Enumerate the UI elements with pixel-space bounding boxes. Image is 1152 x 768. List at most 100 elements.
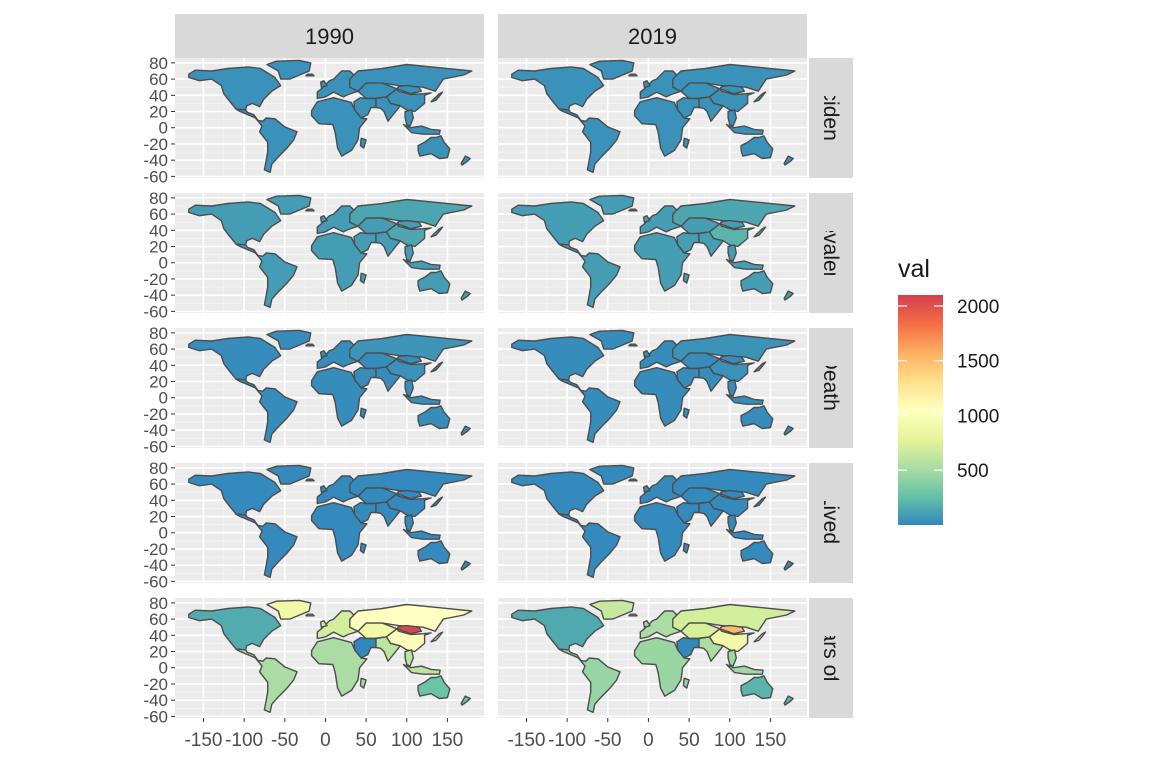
region-indonesia — [402, 123, 441, 135]
y-tick-label: -60 — [143, 302, 168, 321]
region-africa — [633, 97, 691, 157]
region-uk — [319, 350, 328, 358]
region-north_america — [511, 66, 605, 111]
region-uk — [642, 620, 651, 628]
region-africa — [633, 232, 691, 292]
region-mongolia — [719, 489, 746, 500]
region-iceland — [305, 343, 315, 347]
region-mongolia — [719, 219, 746, 230]
y-tick-label: -60 — [143, 437, 168, 456]
region-north_america — [511, 336, 605, 381]
y-tick-label: 0 — [159, 119, 168, 138]
region-greenland — [589, 329, 635, 350]
row-strip-3 — [809, 463, 853, 583]
x-tick-label: 100 — [714, 730, 746, 751]
x-tick-label: 0 — [643, 730, 654, 751]
region-north_america — [188, 336, 282, 381]
region-iceland — [305, 208, 315, 212]
region-new_zealand — [783, 560, 794, 571]
y-tick-label: -40 — [143, 556, 168, 575]
region-africa — [310, 637, 368, 697]
region-africa — [633, 637, 691, 697]
region-iceland — [305, 478, 315, 482]
region-australia — [740, 135, 774, 160]
region-north_america — [188, 201, 282, 246]
region-greenland — [266, 59, 312, 80]
y-tick-label: 0 — [159, 524, 168, 543]
y-tick-label: -40 — [143, 286, 168, 305]
region-madagascar — [359, 407, 367, 419]
region-mongolia — [396, 354, 423, 365]
y-tick-label: -20 — [143, 540, 168, 559]
region-iceland — [628, 73, 638, 77]
region-australia — [740, 270, 774, 295]
region-iceland — [628, 613, 638, 617]
facet-strip-1990 — [175, 14, 484, 58]
y-tick-label: 60 — [149, 610, 168, 629]
region-australia — [417, 270, 451, 295]
region-south_asia — [375, 636, 401, 662]
x-tick-label: 150 — [432, 730, 464, 751]
region-madagascar — [682, 272, 690, 284]
region-uk — [319, 485, 328, 493]
region-mongolia — [396, 624, 423, 635]
region-africa — [310, 367, 368, 427]
region-southeast_asia — [727, 379, 737, 397]
y-tick-label: -60 — [143, 707, 168, 726]
region-indonesia — [725, 663, 764, 675]
y-tick-label: -20 — [143, 675, 168, 694]
region-latin_america — [235, 108, 298, 173]
row-strip-2 — [809, 328, 853, 448]
region-madagascar — [359, 677, 367, 689]
y-tick-label: 60 — [149, 70, 168, 89]
y-tick-label: 80 — [149, 189, 168, 208]
region-greenland — [589, 194, 635, 215]
y-tick-label: -40 — [143, 421, 168, 440]
region-latin_america — [235, 648, 298, 713]
region-indonesia — [725, 258, 764, 270]
region-new_zealand — [460, 425, 471, 436]
x-tick-label: 50 — [356, 730, 377, 751]
region-southeast_asia — [727, 514, 737, 532]
region-south_asia — [698, 501, 724, 527]
region-japan — [430, 226, 444, 238]
region-latin_america — [235, 378, 298, 443]
y-tick-label: -20 — [143, 270, 168, 289]
region-japan — [430, 631, 444, 643]
row-strip-4 — [809, 598, 853, 718]
region-australia — [740, 405, 774, 430]
region-uk — [642, 350, 651, 358]
region-africa — [310, 502, 368, 562]
region-latin_america — [558, 378, 621, 443]
region-north_america — [511, 471, 605, 516]
x-tick-label: -150 — [507, 730, 545, 751]
y-tick-label: 0 — [159, 659, 168, 678]
region-iceland — [305, 613, 315, 617]
y-tick-label: 80 — [149, 594, 168, 613]
region-greenland — [266, 194, 312, 215]
region-greenland — [266, 464, 312, 485]
region-australia — [417, 540, 451, 565]
region-indonesia — [402, 258, 441, 270]
legend-tick-label: 2000 — [957, 297, 999, 318]
y-tick-label: 40 — [149, 86, 168, 105]
y-tick-label: 0 — [159, 254, 168, 273]
region-greenland — [589, 599, 635, 620]
region-australia — [740, 675, 774, 700]
row-label-0: Incidence — [819, 73, 842, 163]
region-latin_america — [235, 243, 298, 308]
region-iceland — [628, 208, 638, 212]
region-mongolia — [396, 489, 423, 500]
y-tick-label: 20 — [149, 373, 168, 392]
legend-tick-label: 500 — [957, 461, 989, 482]
region-australia — [417, 135, 451, 160]
region-new_zealand — [783, 290, 794, 301]
region-indonesia — [402, 528, 441, 540]
facet-label-1990: 1990 — [305, 24, 354, 49]
region-north_america — [188, 606, 282, 651]
y-tick-label: 60 — [149, 340, 168, 359]
region-africa — [310, 97, 368, 157]
y-tick-label: -60 — [143, 167, 168, 186]
region-south_asia — [698, 636, 724, 662]
region-south_asia — [375, 231, 401, 257]
